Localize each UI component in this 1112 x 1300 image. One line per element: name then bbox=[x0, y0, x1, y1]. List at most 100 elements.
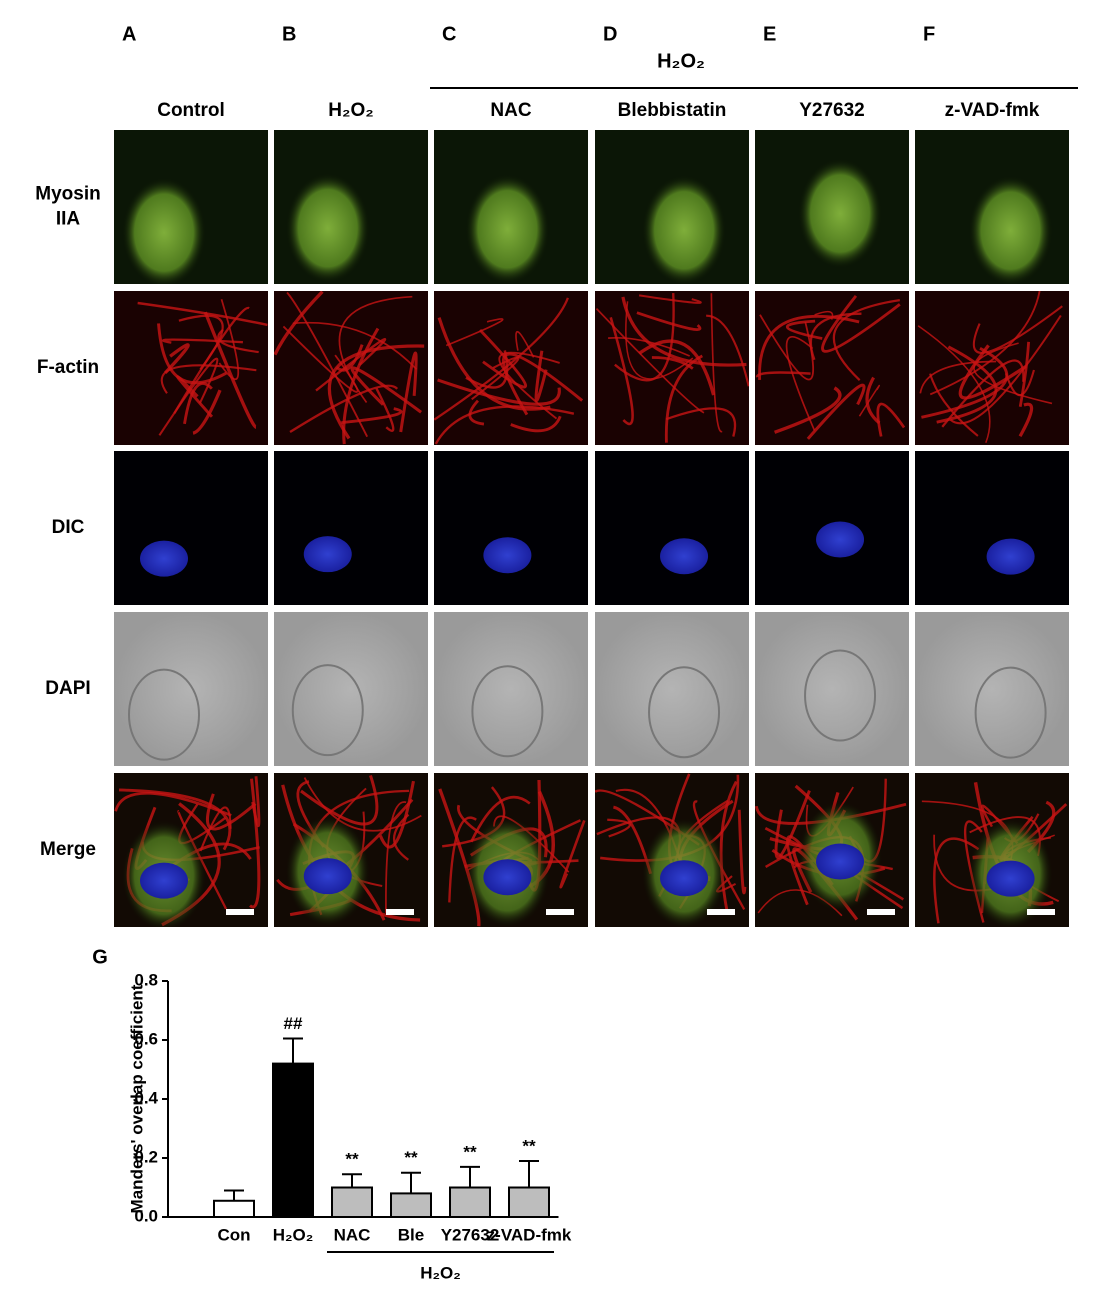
y-axis-label: Manders' overlap coefficient bbox=[127, 984, 146, 1213]
column-label: z-VAD-fmk bbox=[945, 100, 1040, 121]
fiber bbox=[160, 364, 257, 394]
fiber bbox=[434, 297, 569, 421]
fiber bbox=[478, 329, 528, 389]
micrograph bbox=[755, 773, 909, 927]
micrograph-content bbox=[274, 291, 425, 445]
cell-body bbox=[642, 175, 727, 284]
panel-letter: G bbox=[92, 946, 108, 968]
cell-body bbox=[465, 174, 550, 284]
micrograph bbox=[274, 773, 428, 927]
micrograph bbox=[595, 291, 749, 445]
fiber bbox=[832, 298, 900, 381]
fiber bbox=[710, 293, 723, 433]
micrograph-content bbox=[128, 668, 201, 761]
micrograph-content bbox=[986, 538, 1035, 575]
cell-body bbox=[798, 158, 883, 269]
fiber bbox=[1018, 341, 1030, 408]
micrograph-content bbox=[974, 666, 1047, 759]
micrograph bbox=[114, 291, 268, 445]
panel-letter: A bbox=[122, 23, 136, 45]
micrograph bbox=[114, 612, 268, 766]
fiber bbox=[638, 339, 716, 396]
fiber bbox=[249, 778, 261, 909]
fiber bbox=[192, 389, 222, 435]
fiber bbox=[737, 809, 747, 895]
fiber bbox=[595, 308, 705, 414]
fiber bbox=[327, 344, 425, 440]
fiber bbox=[164, 343, 190, 375]
fiber bbox=[282, 325, 359, 393]
fiber bbox=[858, 384, 881, 417]
fiber bbox=[292, 321, 418, 370]
micrograph-content bbox=[285, 173, 370, 284]
fiber bbox=[665, 407, 737, 437]
fiber bbox=[203, 311, 257, 429]
column-label: Blebbistatin bbox=[618, 100, 727, 121]
fiber bbox=[399, 351, 418, 433]
micrograph bbox=[274, 291, 428, 445]
row-label: IIA bbox=[56, 209, 81, 230]
micrograph bbox=[915, 130, 1069, 284]
micrograph-bg bbox=[595, 612, 749, 766]
micrograph-content bbox=[756, 294, 906, 440]
fiber bbox=[929, 291, 1041, 396]
nucleus bbox=[660, 860, 709, 897]
fiber bbox=[614, 292, 675, 382]
nucleus bbox=[303, 536, 352, 573]
row-label: DIC bbox=[52, 517, 85, 538]
fiber bbox=[350, 366, 423, 414]
fiber bbox=[502, 352, 584, 416]
micrograph-content bbox=[660, 538, 709, 575]
micrograph bbox=[915, 451, 1069, 605]
micrograph bbox=[755, 130, 909, 284]
scale-bar bbox=[707, 909, 735, 915]
fiber bbox=[289, 384, 399, 434]
fiber bbox=[510, 415, 562, 433]
fiber bbox=[785, 336, 816, 431]
micrograph bbox=[595, 130, 749, 284]
scale-bar bbox=[1027, 909, 1055, 915]
x-tick-label: Con bbox=[217, 1225, 250, 1244]
bar bbox=[449, 1186, 491, 1218]
panel-letter: C bbox=[442, 23, 456, 45]
fiber bbox=[341, 407, 403, 425]
micrograph-bg bbox=[274, 612, 428, 766]
fiber bbox=[471, 356, 520, 401]
fiber bbox=[448, 816, 477, 903]
micrograph-bg bbox=[274, 451, 428, 605]
fiber bbox=[664, 354, 703, 443]
fiber bbox=[973, 342, 1053, 405]
fiber bbox=[437, 378, 561, 406]
micrograph-bg bbox=[434, 612, 588, 766]
micrograph-content bbox=[816, 521, 865, 558]
bar bbox=[213, 1199, 255, 1219]
fiber bbox=[958, 344, 1027, 400]
y-tick-label: 0.2 bbox=[134, 1147, 158, 1166]
fiber bbox=[774, 790, 811, 859]
row-label: Myosin bbox=[35, 184, 100, 205]
micrograph-content bbox=[122, 177, 206, 284]
fiber bbox=[385, 801, 407, 913]
fiber bbox=[719, 780, 738, 915]
micrograph-bg bbox=[595, 451, 749, 605]
micrograph-content bbox=[755, 778, 907, 921]
fiber bbox=[434, 405, 575, 445]
x-tick-label: z-VAD-fmk bbox=[487, 1225, 572, 1244]
micrograph-content bbox=[114, 776, 261, 927]
micrograph-content bbox=[140, 540, 189, 577]
fiber bbox=[437, 317, 551, 411]
scale-bar bbox=[386, 909, 414, 915]
y-tick-label: 0.0 bbox=[134, 1206, 158, 1225]
fiber bbox=[706, 314, 749, 387]
micrograph bbox=[915, 612, 1069, 766]
fiber bbox=[876, 402, 906, 437]
micrograph-bg bbox=[915, 291, 1069, 445]
fiber bbox=[625, 301, 694, 380]
fiber bbox=[917, 325, 991, 444]
micrograph-bg bbox=[915, 612, 1069, 766]
micrograph bbox=[915, 773, 1069, 927]
fiber bbox=[315, 337, 387, 392]
fiber bbox=[919, 360, 997, 394]
